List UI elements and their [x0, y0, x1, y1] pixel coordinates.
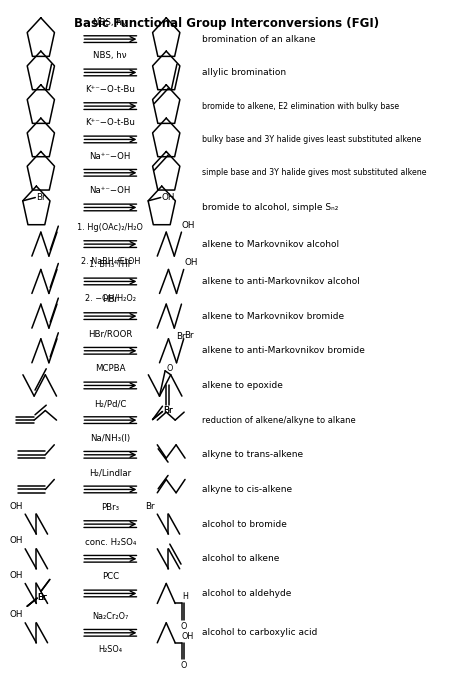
Text: H: H — [182, 593, 188, 601]
Text: O: O — [180, 622, 186, 631]
Text: Br: Br — [37, 593, 47, 602]
Text: OH: OH — [184, 259, 198, 267]
Text: conc. H₂SO₄: conc. H₂SO₄ — [84, 538, 136, 547]
Text: O: O — [180, 662, 186, 670]
Text: H₂/Pd/C: H₂/Pd/C — [94, 399, 127, 408]
Text: alkene to epoxide: alkene to epoxide — [202, 381, 283, 390]
Text: allylic bromination: allylic bromination — [202, 68, 286, 77]
Text: OH: OH — [9, 610, 23, 620]
Text: 2. NaBH₄/EtOH: 2. NaBH₄/EtOH — [81, 256, 140, 265]
Text: alkene to Markovnikov bromide: alkene to Markovnikov bromide — [202, 312, 344, 321]
Text: alkene to anti-Markovnikov bromide: alkene to anti-Markovnikov bromide — [202, 346, 365, 355]
Text: K⁺⁻−O-t-Bu: K⁺⁻−O-t-Bu — [85, 85, 135, 94]
Text: Basic Functional Group Interconversions (FGI): Basic Functional Group Interconversions … — [74, 18, 379, 30]
Text: 1. Hg(OAc)₂/H₂O: 1. Hg(OAc)₂/H₂O — [77, 223, 143, 232]
Text: Br: Br — [163, 406, 173, 415]
Text: K⁺⁻−O-t-Bu: K⁺⁻−O-t-Bu — [85, 118, 135, 128]
Text: Na⁺⁻−OH: Na⁺⁻−OH — [90, 186, 131, 196]
Text: HBr/ROOR: HBr/ROOR — [88, 330, 132, 339]
Text: O: O — [166, 364, 173, 373]
Text: 2. −OH/H₂O₂: 2. −OH/H₂O₂ — [85, 294, 136, 302]
Text: alkene to Markovnikov alcohol: alkene to Markovnikov alcohol — [202, 240, 339, 248]
Text: H₂/Lindlar: H₂/Lindlar — [89, 468, 131, 477]
Text: alkene to anti-Markovnikov alcohol: alkene to anti-Markovnikov alcohol — [202, 277, 360, 286]
Text: Na⁺⁻−OH: Na⁺⁻−OH — [90, 152, 131, 161]
Text: OH: OH — [9, 571, 23, 580]
Text: reduction of alkene/alkyne to alkane: reduction of alkene/alkyne to alkane — [202, 416, 356, 425]
Text: HBr: HBr — [102, 295, 118, 304]
Text: NBS, hν: NBS, hν — [93, 18, 127, 27]
Text: Br: Br — [37, 593, 47, 602]
Text: Br: Br — [146, 502, 155, 511]
Text: 1. BH₃ THF: 1. BH₃ THF — [89, 261, 132, 269]
Text: H₂SO₄: H₂SO₄ — [98, 645, 122, 654]
Text: MCPBA: MCPBA — [95, 364, 126, 373]
Text: PCC: PCC — [102, 572, 119, 581]
Text: Na₂Cr₂O₇: Na₂Cr₂O₇ — [92, 612, 128, 621]
Text: simple base and 3Y halide gives most substituted alkene: simple base and 3Y halide gives most sub… — [202, 168, 427, 178]
Text: bromide to alkene, E2 elimination with bulky base: bromide to alkene, E2 elimination with b… — [202, 102, 399, 111]
Text: alkyne to trans-alkene: alkyne to trans-alkene — [202, 450, 303, 459]
Text: Br: Br — [37, 593, 47, 602]
Text: alcohol to alkene: alcohol to alkene — [202, 554, 280, 564]
Text: bromide to alcohol, simple Sₙ₂: bromide to alcohol, simple Sₙ₂ — [202, 203, 338, 212]
Text: OH: OH — [9, 502, 23, 511]
Text: Br: Br — [184, 331, 194, 340]
Text: Br: Br — [163, 406, 173, 415]
Text: alcohol to carboxylic acid: alcohol to carboxylic acid — [202, 628, 318, 637]
Text: Na/NH₃(l): Na/NH₃(l) — [90, 434, 130, 443]
Text: PBr₃: PBr₃ — [101, 503, 119, 512]
Text: OH: OH — [182, 221, 195, 230]
Text: Br: Br — [36, 193, 46, 202]
Text: bulky base and 3Y halide gives least substituted alkene: bulky base and 3Y halide gives least sub… — [202, 135, 421, 144]
Text: OH: OH — [162, 193, 175, 202]
Text: OH: OH — [9, 537, 23, 545]
Text: bromination of an alkane: bromination of an alkane — [202, 34, 316, 44]
Text: OH: OH — [182, 632, 194, 641]
Text: Br: Br — [176, 332, 185, 341]
Text: NBS, hν: NBS, hν — [93, 51, 127, 61]
Text: alkyne to cis-alkene: alkyne to cis-alkene — [202, 485, 292, 494]
Text: alcohol to bromide: alcohol to bromide — [202, 520, 287, 529]
Text: alcohol to aldehyde: alcohol to aldehyde — [202, 589, 292, 598]
